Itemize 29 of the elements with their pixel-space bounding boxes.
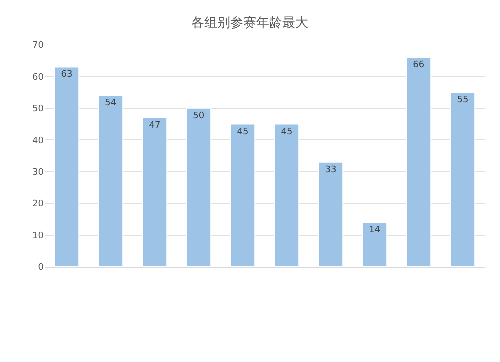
bar [406,57,432,267]
data-label: 47 [149,120,161,131]
y-tick-label: 10 [32,231,44,242]
bar [54,66,80,267]
data-label: 66 [413,60,425,71]
data-label: 63 [61,70,73,80]
bar [274,124,300,267]
y-tick-label: 30 [32,168,44,178]
bar [186,108,212,267]
bar [362,222,388,267]
bar [230,124,256,267]
y-tick-label: 0 [38,263,44,274]
y-tick-label: 40 [32,136,44,146]
y-tick-label: 20 [32,200,44,210]
bar [142,117,168,267]
y-tick-label: 70 [32,41,44,52]
y-tick-label: 50 [32,104,44,115]
data-label: 45 [237,127,249,138]
y-tick-label: 60 [32,72,44,83]
data-label: 55 [457,96,469,106]
data-label: 54 [105,98,117,109]
bar [98,95,124,267]
bar [318,162,344,267]
data-label: 33 [325,165,337,176]
bar [450,92,476,267]
data-label: 45 [281,127,293,138]
data-label: 14 [369,226,381,236]
chart-title: 各组别参赛年龄最大 [192,15,308,32]
data-label: 50 [193,111,205,122]
